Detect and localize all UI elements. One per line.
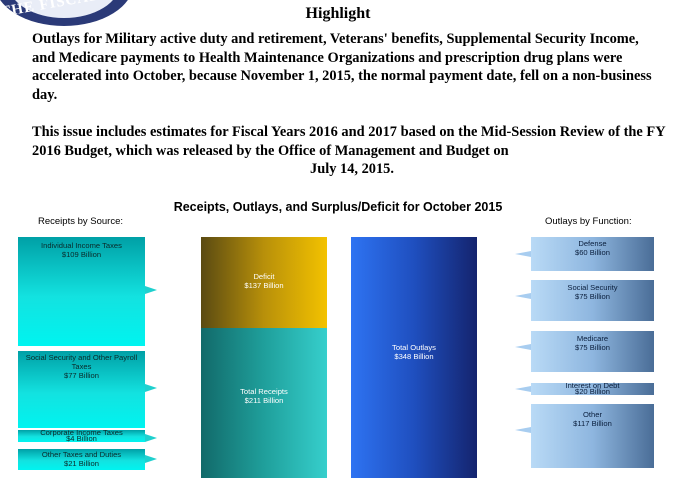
outlay-value: $75 Billion xyxy=(574,343,611,352)
outlay-arrow-icon xyxy=(515,386,531,392)
receipt-value: $77 Billion xyxy=(63,371,100,380)
deficit-bar: Deficit $137 Billion xyxy=(201,237,327,328)
total-outlays-bar: Total Outlays $348 Billion xyxy=(351,237,477,478)
receipt-box-corporate-income-taxes: Corporate Income Taxes $4 Billion xyxy=(18,428,145,443)
receipt-arrow-icon xyxy=(145,384,157,392)
receipt-name: Other Taxes and Duties xyxy=(41,450,122,459)
receipt-arrow-icon xyxy=(145,455,157,463)
outlay-box-social-security: Social Security $75 Billion xyxy=(531,280,654,321)
highlight-paragraph-2: This issue includes estimates for Fiscal… xyxy=(32,123,672,179)
receipt-name: Corporate Income Taxes xyxy=(40,428,123,437)
highlight-paragraph-1: Outlays for Military active duty and ret… xyxy=(32,31,652,103)
total-receipts-bar: Total Receipts $211 Billion xyxy=(201,328,327,478)
receipt-value: $4 Billion xyxy=(66,434,97,443)
paragraph-2-date: July 14, 2015. xyxy=(310,161,394,178)
receipt-arrow-icon xyxy=(145,434,157,442)
receipt-name: Individual Income Taxes xyxy=(41,241,122,250)
outlays-by-function-label: Outlays by Function: xyxy=(545,216,632,227)
outlay-name: Defense xyxy=(578,239,607,248)
total-outlays-name: Total Outlays xyxy=(392,343,436,352)
outlay-name: Medicare xyxy=(576,334,609,343)
paragraph-2-main: This issue includes estimates for Fiscal… xyxy=(32,124,666,159)
outlay-value: $20 Billion xyxy=(574,387,611,396)
receipt-arrow-icon xyxy=(145,286,157,294)
outlay-name: Interest on Debt xyxy=(565,381,620,390)
outlay-value: $60 Billion xyxy=(574,248,611,257)
outlay-box-other: Other $117 Billion xyxy=(531,404,654,468)
receipt-value: $109 Billion xyxy=(61,250,102,259)
total-receipts-name: Total Receipts xyxy=(240,387,288,396)
deficit-value: $137 Billion xyxy=(244,281,284,290)
outlay-box-medicare: Medicare $75 Billion xyxy=(531,331,654,372)
total-receipts-value: $211 Billion xyxy=(244,396,284,405)
outlay-box-defense: Defense $60 Billion xyxy=(531,237,654,271)
outlay-arrow-icon xyxy=(515,344,531,350)
outlay-value: $75 Billion xyxy=(574,292,611,301)
total-outlays-value: $348 Billion xyxy=(394,352,434,361)
chart-title: Receipts, Outlays, and Surplus/Deficit f… xyxy=(173,200,503,214)
outlay-name: Other xyxy=(583,410,602,419)
outlay-box-interest-on-debt: Interest on Debt $20 Billion xyxy=(531,381,654,396)
receipt-value: $21 Billion xyxy=(63,459,100,468)
outlay-name: Social Security xyxy=(567,283,618,292)
deficit-name: Deficit xyxy=(253,272,275,281)
receipt-box-individual-income-taxes: Individual Income Taxes $109 Billion xyxy=(18,237,145,346)
outlay-arrow-icon xyxy=(515,427,531,433)
outlay-arrow-icon xyxy=(515,293,531,299)
outlay-arrow-icon xyxy=(515,251,531,257)
receipt-name: Social Security and Other Payroll Taxes xyxy=(25,353,138,371)
page-title: Highlight xyxy=(305,5,371,22)
receipts-by-source-label: Receipts by Source: xyxy=(38,216,124,227)
receipt-box-payroll-taxes: Social Security and Other Payroll Taxes … xyxy=(18,351,145,428)
receipt-box-other-taxes: Other Taxes and Duties $21 Billion xyxy=(18,449,145,470)
outlay-value: $117 Billion xyxy=(573,419,612,428)
